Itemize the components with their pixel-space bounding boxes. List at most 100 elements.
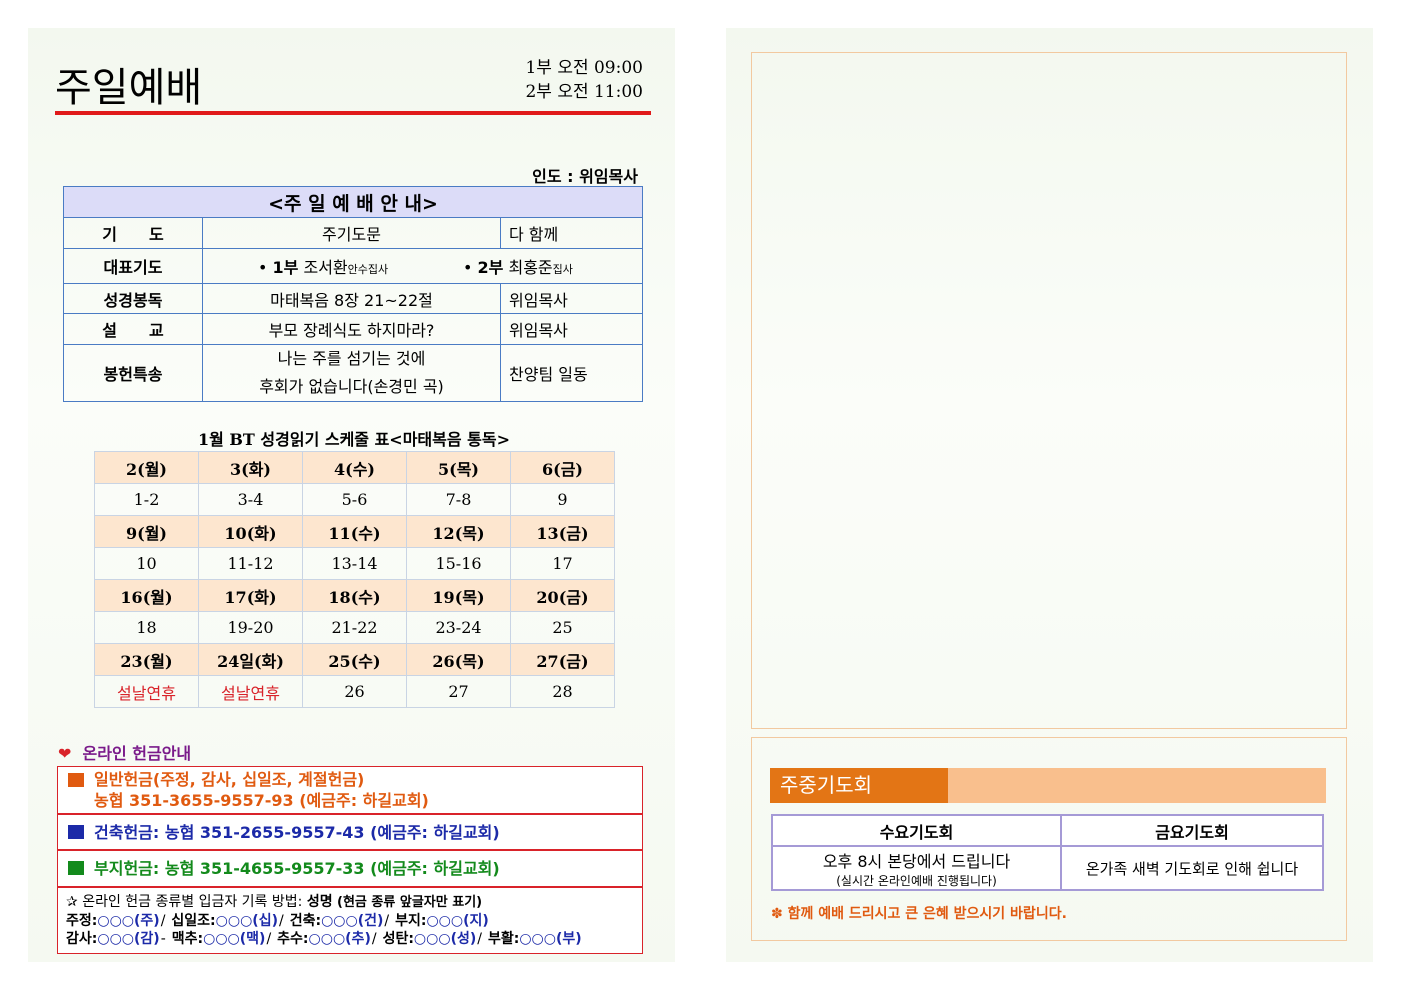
account-line: 농협 351-3655-9557-93 (예금주: 하길교회)	[94, 791, 429, 810]
reading: 19-20	[198, 611, 303, 644]
separator: -	[160, 931, 166, 947]
day: 12(목)	[406, 515, 511, 548]
reading-row: 설날연휴 설날연휴 26 27 28	[94, 675, 615, 708]
label: 성경봉독	[63, 283, 203, 314]
day-row: 23(월) 24일(화) 25(수) 26(목) 27(금)	[94, 643, 615, 676]
service-title: <주 일 예 배 안 내>	[63, 186, 643, 218]
code: ○○○(지)	[426, 913, 489, 929]
day: 19(목)	[406, 579, 511, 612]
code-label: 주정:	[66, 913, 98, 929]
reading: 11-12	[198, 547, 303, 580]
separator: /	[278, 913, 284, 929]
title: 주일예배	[55, 65, 203, 111]
part: 1부	[272, 258, 299, 277]
cell: 온가족 새벽 기도회로 인해 쉽니다	[1060, 845, 1324, 891]
reading: 설날연휴	[94, 675, 199, 708]
day: 16(월)	[94, 579, 199, 612]
icon	[68, 861, 84, 875]
code: ○○○(십)	[215, 913, 278, 929]
label: 봉헌특송	[63, 344, 203, 402]
reading-row: 1-2 3-4 5-6 7-8 9	[94, 483, 615, 516]
separator: /	[160, 913, 166, 929]
note-box: ✰ 온라인 헌금 종류별 입금자 기록 방법: 성명 (현금 종류 앞글자만 표…	[57, 887, 643, 954]
code: ○○○(성)	[413, 931, 477, 947]
schedule-table: 2(월) 3(화) 4(수) 5(목) 6(금) 1-2 3-4 5-6 7-8 9 9(월) 10(…	[94, 451, 615, 708]
reading: 25	[510, 611, 615, 644]
cell: 오후 8시 본당에서 드립니다 (실시간 온라인예배 진행됩니다)	[771, 845, 1062, 891]
schedule-title: 1월 BT 성경읽기 스케줄 표<마태복음 통독>	[197, 430, 511, 449]
code-label: 성탄:	[382, 931, 414, 947]
col-name: 수요기도회	[771, 814, 1062, 847]
label: 기 도	[63, 217, 203, 249]
footer-text: 함께 예배 드리시고 큰 은혜 받으시기 바랍니다.	[787, 906, 1067, 922]
separator: /	[477, 931, 482, 947]
code-line: 감사:○○○(감)- 맥추:○○○(맥)/추수:○○○(추)/성탄:○○○(성)/…	[66, 930, 642, 948]
code-label: 추수:	[277, 931, 309, 947]
day: 17(화)	[198, 579, 303, 612]
reading: 1-2	[94, 483, 199, 516]
title-rule	[55, 111, 651, 115]
heart-icon: ❤	[58, 744, 72, 763]
account-box: 일반헌금(주정, 감사, 십일조, 계절헌금) 농협 351-3655-9557-…	[57, 766, 643, 814]
reading: 설날연휴	[198, 675, 303, 708]
name: 최홍준	[508, 258, 553, 277]
label: 대표기도	[63, 248, 203, 284]
reading: 5-6	[302, 483, 407, 516]
account-box: 부지헌금: 농협 351-4655-9557-33 (예금주: 하길교회)	[57, 850, 643, 887]
service-table: <주 일 예 배 안 내> 기 도 주기도문 다 함께 대표기도 • 1부 조서환안…	[63, 186, 643, 402]
day: 6(금)	[510, 451, 615, 484]
hint: (현금 종류 앞글자만 표기)	[337, 895, 483, 910]
reading: 9	[510, 483, 615, 516]
code: ○○○(맥)	[203, 931, 266, 947]
line: 오후 8시 본당에서 드립니다	[822, 851, 1011, 871]
reading: 15-16	[406, 547, 511, 580]
content: 마태복음 8장 21~22절	[202, 283, 501, 314]
separator: /	[371, 931, 377, 947]
reading: 23-24	[406, 611, 511, 644]
day: 13(금)	[510, 515, 615, 548]
day: 4(수)	[302, 451, 407, 484]
account-line: 일반헌금(주정, 감사, 십일조, 계절헌금)	[94, 770, 365, 789]
offering-title: 온라인 헌금안내	[82, 744, 192, 763]
day: 11(수)	[302, 515, 407, 548]
code: ○○○(감)	[97, 931, 160, 947]
code-label: 부지:	[395, 913, 427, 929]
times: 1부 오전 09:00 2부 오전 11:00	[525, 56, 643, 104]
code-label: 십일조:	[171, 913, 216, 929]
prayers: • 1부 조서환안수집사 • 2부 최홍준집사	[202, 248, 643, 284]
by: 위임목사	[500, 313, 643, 345]
day: 10(화)	[198, 515, 303, 548]
code-label: 감사:	[66, 931, 98, 947]
day: 27(금)	[510, 643, 615, 676]
day: 25(수)	[302, 643, 407, 676]
name: 조서환	[303, 258, 348, 277]
line: 나는 주를 섬기는 것에	[277, 349, 426, 368]
day: 18(수)	[302, 579, 407, 612]
account-line: 건축헌금: 농협 351-2655-9557-43 (예금주: 하길교회)	[94, 823, 500, 842]
account-box: 건축헌금: 농협 351-2655-9557-43 (예금주: 하길교회)	[57, 814, 643, 850]
role: 안수집사	[347, 263, 389, 276]
blank-panel	[751, 52, 1347, 729]
code: ○○○(추)	[308, 931, 371, 947]
separator: /	[384, 913, 390, 929]
day: 9(월)	[94, 515, 199, 548]
line: (실시간 온라인예배 진행됩니다)	[836, 873, 997, 888]
by: 찬양팀 일동	[500, 344, 643, 402]
code-line: 주정:○○○(주)/십일조:○○○(십)/건축:○○○(건)/부지:○○○(지)	[66, 912, 642, 930]
code: ○○○(부)	[519, 931, 582, 947]
account-line: 부지헌금: 농협 351-4655-9557-33 (예금주: 하길교회)	[94, 859, 500, 878]
reading-row: 18 19-20 21-22 23-24 25	[94, 611, 615, 644]
reading: 18	[94, 611, 199, 644]
prayer-title: 주중기도회	[770, 768, 948, 803]
day: 3(화)	[198, 451, 303, 484]
leader: 인도 : 위임목사	[532, 167, 638, 186]
day-row: 16(월) 17(화) 18(수) 19(목) 20(금)	[94, 579, 615, 612]
right-page	[726, 28, 1373, 962]
icon	[68, 825, 84, 839]
reading: 27	[406, 675, 511, 708]
reading: 7-8	[406, 483, 511, 516]
day: 23(월)	[94, 643, 199, 676]
code-label: 맥추:	[171, 931, 204, 947]
reading: 21-22	[302, 611, 407, 644]
